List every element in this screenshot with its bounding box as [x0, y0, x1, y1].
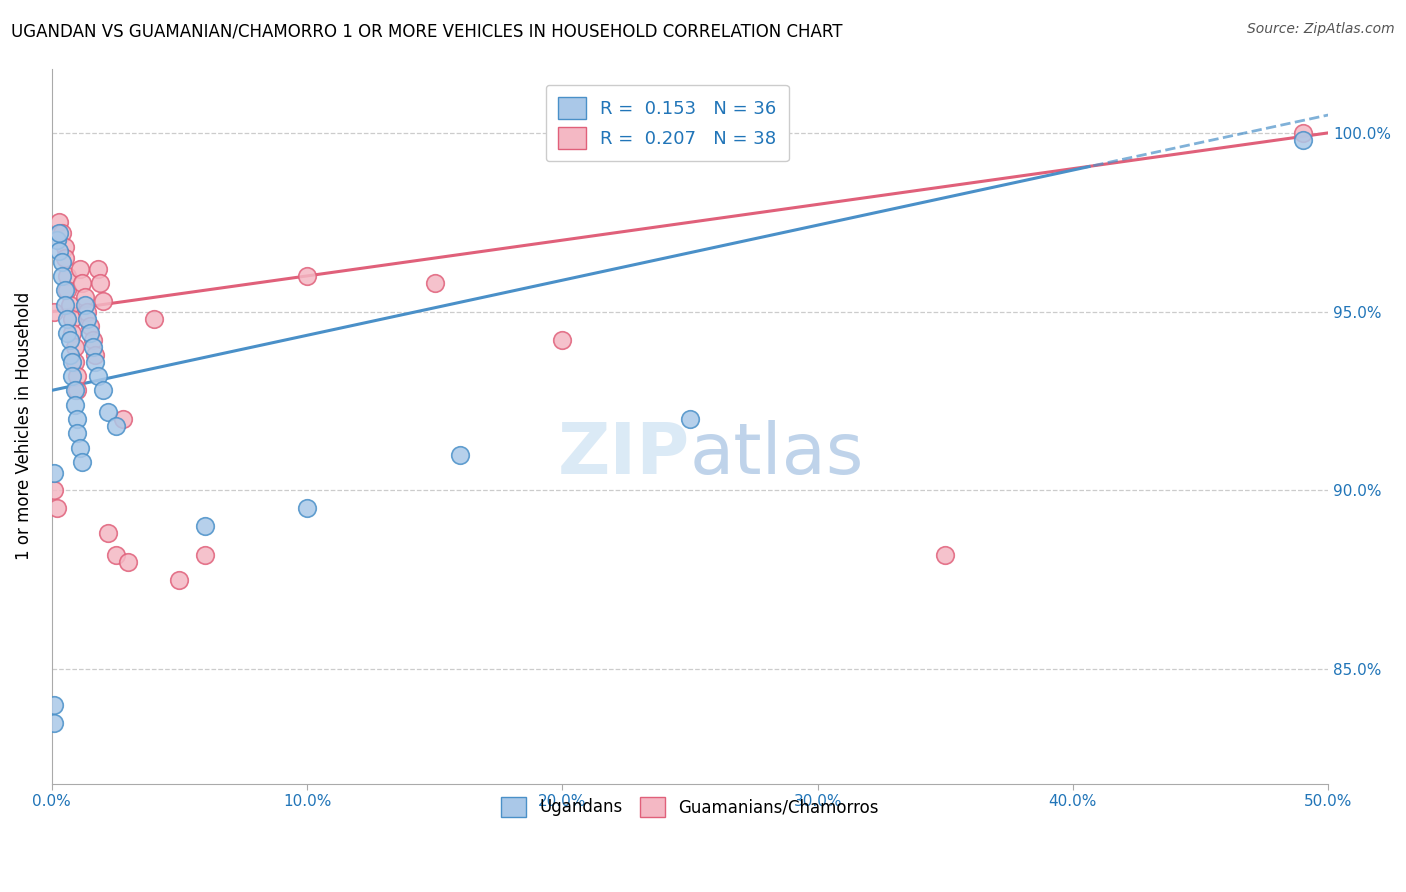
- Text: UGANDAN VS GUAMANIAN/CHAMORRO 1 OR MORE VEHICLES IN HOUSEHOLD CORRELATION CHART: UGANDAN VS GUAMANIAN/CHAMORRO 1 OR MORE …: [11, 22, 842, 40]
- Point: [53, 240, 76, 254]
- Point: [86, 261, 108, 276]
- Point: [91, 384, 114, 398]
- Point: [51, 268, 73, 283]
- Point: [56, 326, 79, 340]
- Point: [679, 412, 702, 426]
- Text: ZIP: ZIP: [558, 420, 690, 489]
- Point: [63, 384, 86, 398]
- Point: [97, 405, 120, 419]
- Point: [59, 348, 82, 362]
- Text: atlas: atlas: [690, 420, 865, 489]
- Point: [63, 355, 86, 369]
- Point: [66, 412, 89, 426]
- Point: [76, 304, 98, 318]
- Point: [117, 555, 139, 569]
- Point: [295, 268, 318, 283]
- Point: [1291, 133, 1313, 147]
- Point: [69, 261, 91, 276]
- Point: [66, 369, 89, 384]
- Point: [56, 268, 79, 283]
- Point: [66, 384, 89, 398]
- Point: [53, 251, 76, 265]
- Point: [194, 519, 217, 533]
- Point: [48, 226, 70, 240]
- Text: Source: ZipAtlas.com: Source: ZipAtlas.com: [1247, 22, 1395, 37]
- Point: [104, 419, 127, 434]
- Point: [295, 501, 318, 516]
- Point: [45, 233, 67, 247]
- Point: [66, 426, 89, 441]
- Point: [91, 293, 114, 308]
- Point: [60, 355, 83, 369]
- Point: [60, 369, 83, 384]
- Point: [89, 276, 111, 290]
- Point: [53, 283, 76, 297]
- Y-axis label: 1 or more Vehicles in Household: 1 or more Vehicles in Household: [15, 292, 32, 560]
- Point: [44, 304, 66, 318]
- Point: [551, 334, 574, 348]
- Point: [112, 412, 135, 426]
- Point: [142, 311, 165, 326]
- Point: [44, 715, 66, 730]
- Point: [72, 276, 94, 290]
- Point: [82, 341, 104, 355]
- Point: [84, 355, 107, 369]
- Point: [423, 276, 446, 290]
- Point: [59, 334, 82, 348]
- Point: [44, 698, 66, 712]
- Point: [169, 573, 191, 587]
- Point: [104, 548, 127, 562]
- Point: [59, 297, 82, 311]
- Point: [63, 341, 86, 355]
- Point: [72, 455, 94, 469]
- Point: [73, 297, 96, 311]
- Point: [51, 254, 73, 268]
- Point: [84, 348, 107, 362]
- Point: [97, 526, 120, 541]
- Point: [56, 311, 79, 326]
- Point: [48, 244, 70, 258]
- Legend: Ugandans, Guamanians/Chamorros: Ugandans, Guamanians/Chamorros: [494, 789, 887, 825]
- Point: [60, 326, 83, 340]
- Point: [69, 441, 91, 455]
- Point: [60, 311, 83, 326]
- Point: [86, 369, 108, 384]
- Point: [194, 548, 217, 562]
- Point: [449, 448, 471, 462]
- Point: [63, 398, 86, 412]
- Point: [45, 501, 67, 516]
- Point: [934, 548, 956, 562]
- Point: [56, 283, 79, 297]
- Point: [48, 215, 70, 229]
- Point: [79, 318, 101, 333]
- Point: [73, 290, 96, 304]
- Point: [44, 466, 66, 480]
- Point: [79, 326, 101, 340]
- Point: [1291, 126, 1313, 140]
- Point: [51, 226, 73, 240]
- Point: [82, 334, 104, 348]
- Point: [76, 311, 98, 326]
- Point: [44, 483, 66, 498]
- Point: [53, 297, 76, 311]
